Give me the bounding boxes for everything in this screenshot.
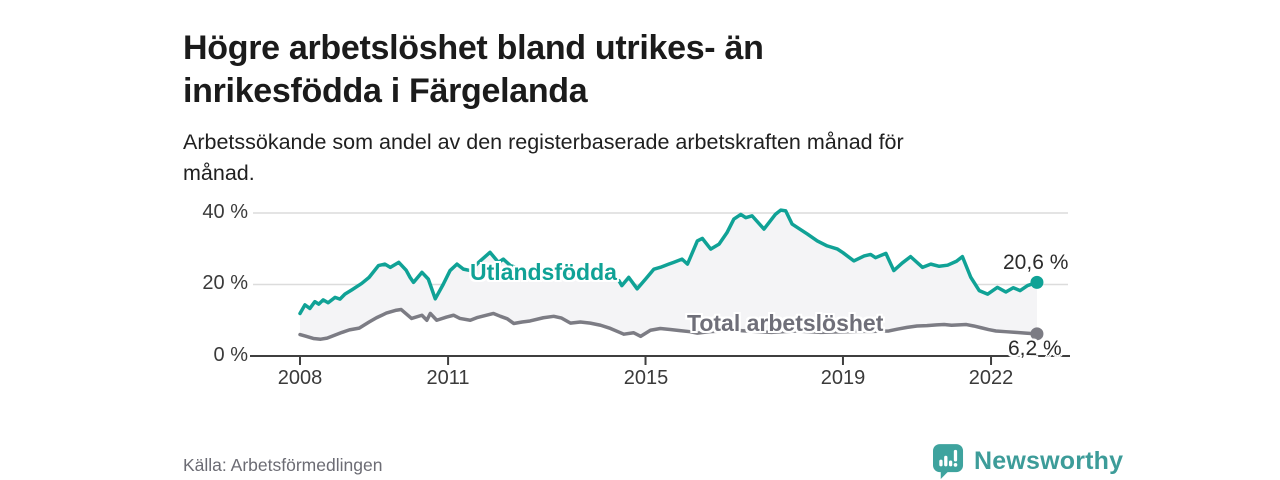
newsworthy-logo: Newsworthy — [933, 444, 1123, 479]
brand-name: Newsworthy — [974, 447, 1124, 475]
page-subtitle: Arbetssökande som andel av den registerb… — [183, 129, 904, 185]
x-axis-tick-label: 2011 — [426, 367, 470, 389]
y-axis-tick-label: 40 % — [202, 201, 248, 223]
x-axis-tick-label: 2022 — [968, 367, 1014, 389]
y-axis-tick-label: 20 % — [202, 272, 248, 294]
x-axis-tick-label: 2008 — [277, 367, 323, 389]
end-value-label-utlandsfodda: 20,6 % — [1003, 251, 1069, 274]
series-label-utlandsfodda: Utlandsfödda — [470, 259, 617, 285]
page-title: Högre arbetslöshet bland utrikes- än inr… — [183, 28, 764, 110]
series-label-total-arbetsloshet: Total arbetslöshet — [687, 310, 884, 336]
source-note: Källa: Arbetsförmedlingen — [183, 455, 383, 475]
end-value-label-total: 6,2 % — [1008, 337, 1062, 360]
x-axis-tick-label: 2015 — [623, 367, 669, 389]
x-axis-tick-label: 2019 — [820, 367, 866, 389]
y-axis-tick-label: 0 % — [213, 344, 248, 366]
bar-chart-speech-bubble-icon — [933, 444, 964, 479]
